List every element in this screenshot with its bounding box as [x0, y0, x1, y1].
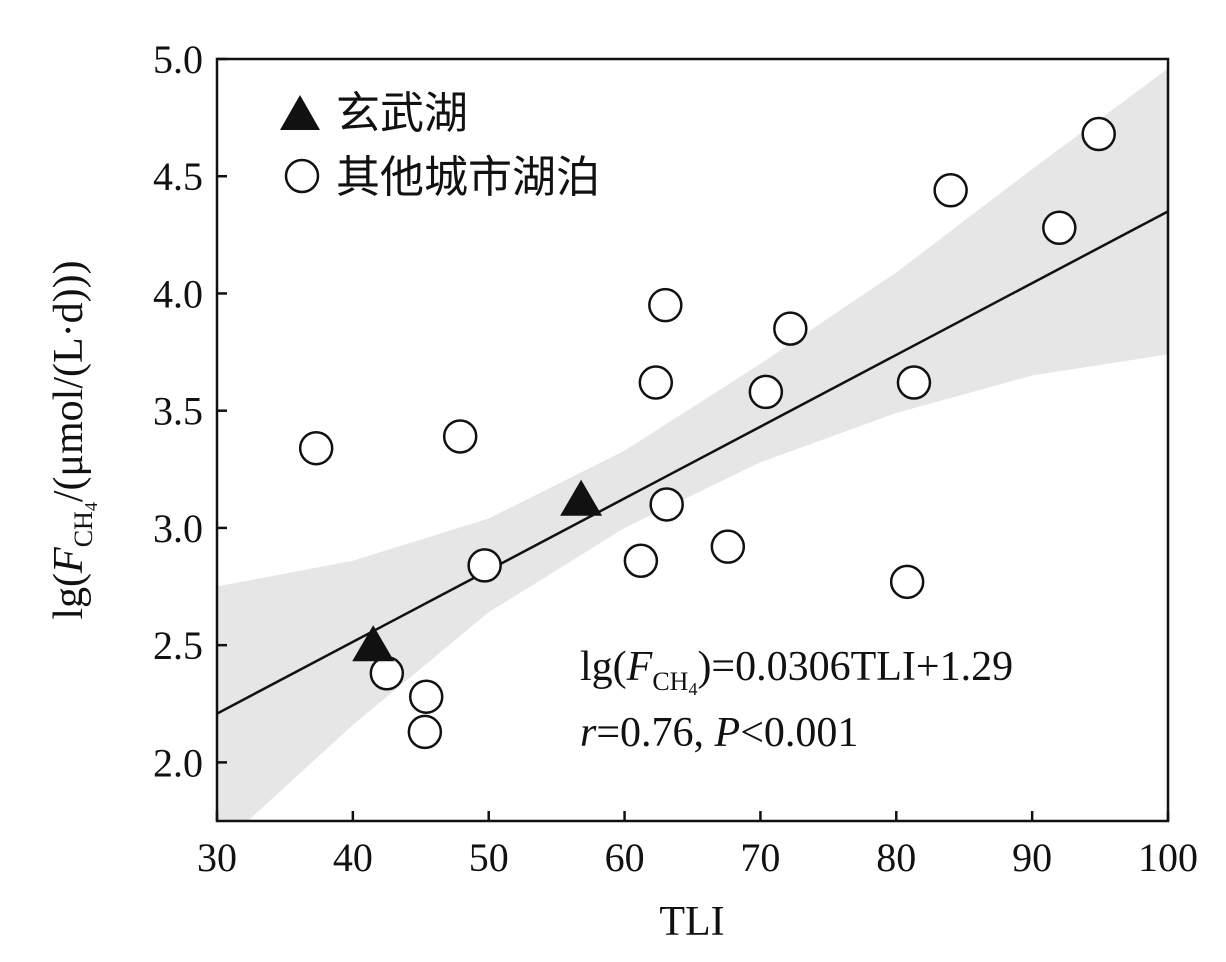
regression-equation: lg(FCH4)=0.0306TLI+1.29 r=0.76, P<0.001 — [580, 644, 1013, 756]
y-axis: 2.0 2.5 3.0 3.5 4.0 4.5 5.0 — [153, 37, 227, 785]
point-other-lake — [773, 311, 808, 346]
y-tick-label: 3.0 — [153, 506, 203, 551]
point-other-lake — [889, 564, 925, 600]
point-other-lake — [442, 419, 478, 454]
point-other-lake — [933, 173, 968, 208]
point-other-lake — [638, 365, 674, 400]
point-other-lake — [369, 656, 405, 691]
point-other-lake — [298, 430, 334, 466]
point-other-lake — [648, 287, 683, 323]
legend-circle-marker — [284, 158, 320, 194]
equation-line-1: lg(FCH4)=0.0306TLI+1.29 — [580, 644, 1013, 699]
point-other-lake — [896, 365, 932, 400]
y-axis-title: lg(FCH4/(μmol/(L·d))) — [46, 260, 101, 619]
y-tick-label: 2.0 — [153, 740, 203, 785]
legend-label-other-lakes: 其他城市湖泊 — [336, 152, 600, 203]
x-tick-label: 50 — [469, 835, 509, 880]
point-xuanwu-lake — [352, 625, 395, 662]
point-other-lake — [407, 714, 443, 750]
y-tick-label: 4.5 — [153, 154, 203, 199]
x-axis: 30 40 50 60 70 80 90 100 — [197, 811, 1198, 880]
x-tick-label: 100 — [1138, 835, 1198, 880]
plot-frame — [215, 57, 1170, 823]
y-tick-label: 4.0 — [153, 271, 203, 316]
x-axis-title: TLI — [659, 899, 724, 945]
point-other-lake — [1042, 210, 1077, 246]
confidence-band — [217, 68, 1168, 821]
confidence-band-layer — [217, 68, 1168, 821]
point-other-lake — [1081, 116, 1116, 152]
point-other-lake — [649, 487, 684, 522]
y-tick-label: 5.0 — [153, 37, 203, 82]
legend: 玄武湖 其他城市湖泊 — [280, 88, 600, 203]
point-other-lake — [710, 529, 746, 564]
x-tick-label: 40 — [333, 835, 373, 880]
equation-line-2: r=0.76, P<0.001 — [580, 710, 858, 756]
y-tick-label: 2.5 — [153, 623, 203, 668]
point-other-lake — [623, 543, 659, 578]
x-tick-label: 60 — [605, 835, 645, 880]
point-other-lake — [748, 374, 784, 410]
regression-line — [217, 210, 1168, 715]
legend-label-xuanwu: 玄武湖 — [336, 88, 468, 139]
regression-line-layer — [217, 210, 1168, 715]
point-other-lake — [467, 548, 502, 583]
data-points-layer — [298, 116, 1116, 750]
legend-triangle-marker — [280, 95, 320, 130]
x-tick-label: 90 — [1012, 835, 1052, 880]
x-tick-label: 80 — [876, 835, 916, 880]
x-tick-label: 70 — [740, 835, 780, 880]
x-tick-label: 30 — [197, 835, 237, 880]
point-other-lake — [408, 679, 444, 714]
point-xuanwu-lake — [560, 479, 603, 516]
y-tick-label: 3.5 — [153, 389, 203, 434]
